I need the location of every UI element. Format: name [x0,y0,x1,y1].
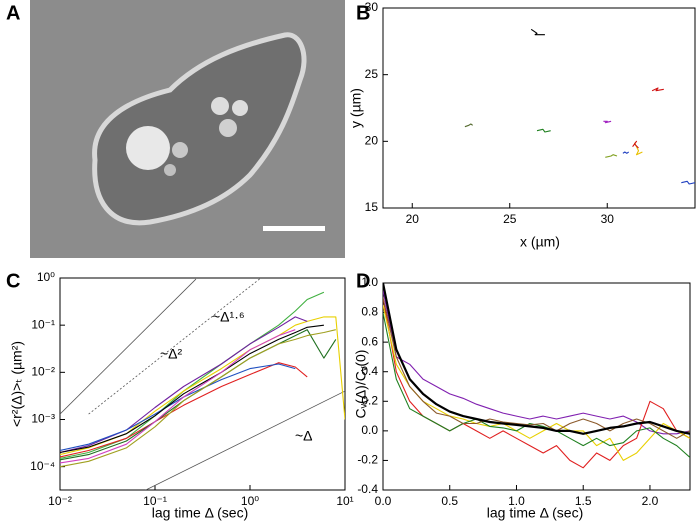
y-tick-label: 10⁻² [31,365,55,379]
series-line [464,123,474,128]
y-tick-label: 25 [365,67,379,81]
y-tick-label: 0.6 [361,334,378,348]
x-tick-label: 10¹ [336,494,353,508]
series-line [603,120,612,124]
y-tick-label: -0.2 [357,453,378,467]
y-tick-label: 0.0 [361,423,378,437]
guide-label: ~Δ [295,428,313,444]
series-line [622,151,630,154]
y-tick-label: 10⁻³ [31,412,55,426]
series-line [651,87,664,92]
series-line [681,180,695,185]
x-tick-label: 10⁰ [241,494,259,508]
y-tick-label: 30 [365,0,379,14]
x-axis-label: lag time Δ (sec) [487,505,584,521]
y-tick-label: 10⁻⁴ [30,459,55,473]
y-tick-label: -0.4 [357,482,378,496]
series-line [60,362,308,458]
y-axis-label: Cᵥ(Δ)/Cᵥ(0) [353,350,369,419]
series-line [383,283,690,435]
x-tick-label: 10⁻¹ [143,494,167,508]
series-line [60,329,336,468]
series-line [632,140,639,149]
y-tick-label: 10⁰ [37,270,55,284]
guide-label: ~Δ¹·⁶ [212,309,245,325]
x-tick-label: 2.0 [642,494,659,508]
series-line [536,128,551,133]
guide-line [88,278,262,415]
y-tick-label: 1.0 [361,275,378,289]
guide-line [145,390,345,490]
y-tick-label: 20 [365,134,379,148]
x-tick-label: 1.0 [508,494,525,508]
panel-label: A [6,2,20,24]
guide-line [60,278,197,415]
cell [92,32,307,226]
x-tick-label: 0.0 [375,494,392,508]
plot-frame [382,282,691,491]
y-tick-label: 0.2 [361,393,378,407]
x-tick-label: 1.5 [575,494,592,508]
vesicle [211,97,229,115]
series-line [60,316,308,454]
x-tick-label: 0.5 [441,494,458,508]
x-tick-label: 25 [503,212,517,226]
vesicle [126,126,170,170]
series-line [383,297,690,439]
x-tick-label: 20 [406,212,420,226]
scale-bar [263,226,325,231]
y-axis-label: <r²(Δ)>ₜ (µm²) [9,341,25,427]
y-tick-label: 0.8 [361,305,378,319]
series-line [383,312,690,458]
plot-frame [59,277,346,491]
series-line [60,324,324,454]
y-tick-label: 15 [365,200,379,214]
x-tick-label: 10⁻² [48,494,72,508]
vesicle [219,119,237,137]
x-axis-label: x (µm) [520,234,560,250]
x-axis-label: lag time Δ (sec) [152,505,249,521]
plot-frame [382,7,696,209]
y-tick-label: 0.4 [361,364,378,378]
y-axis-label: y (µm) [348,88,364,128]
vesicle [172,142,188,158]
series-line [383,290,690,435]
x-tick-label: 30 [601,212,615,226]
vesicle [164,164,176,176]
series-line [60,329,296,464]
panel-label: D [356,270,370,292]
vesicle [232,100,248,116]
series-line [605,154,618,158]
y-tick-label: 10⁻¹ [31,317,55,331]
series-line [383,305,690,461]
guide-label: ~Δ² [160,346,183,362]
series-line [60,363,296,452]
series-line [530,28,545,36]
micrograph [30,0,345,258]
panel-label: B [356,2,370,24]
panel-label: C [6,270,20,292]
